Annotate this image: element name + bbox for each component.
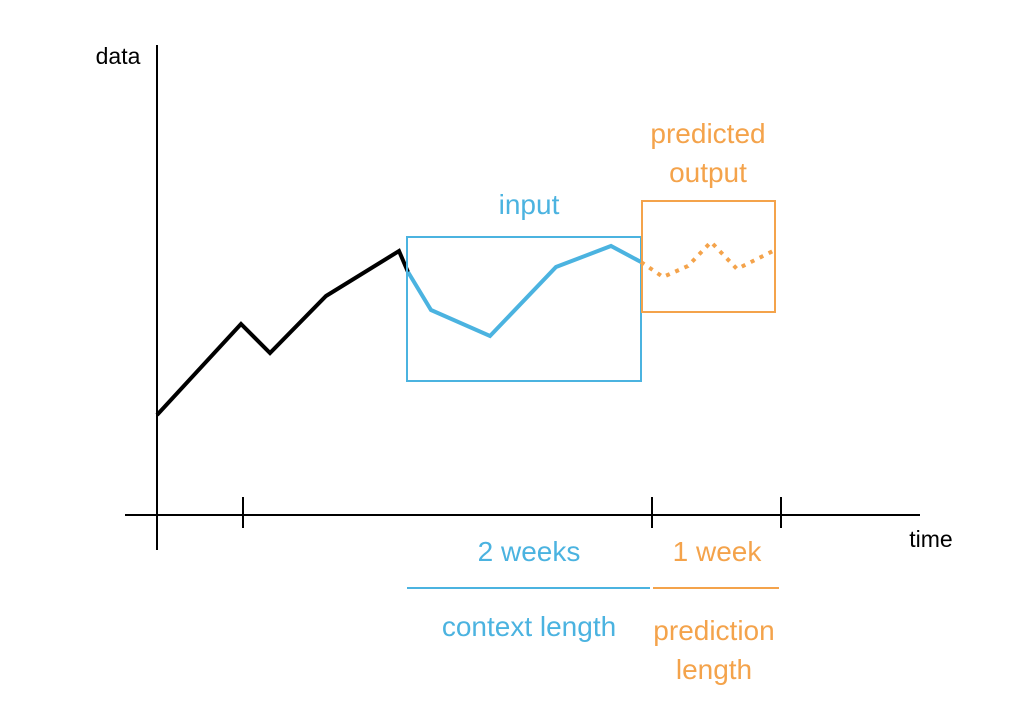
predicted-output-box [641,200,776,313]
prediction-duration-label: 1 week [673,536,763,567]
input-line [406,243,642,339]
predicted-label-line1: predicted [650,118,765,149]
predicted-line [639,239,774,280]
context-length-label: context length [442,611,616,642]
predicted-label-line2: output [669,157,747,188]
prediction-length-label-line1: prediction [653,615,774,646]
input-box-label: input [499,189,560,220]
history-line [155,248,410,417]
prediction-length-label-line2: length [676,654,752,685]
context-duration-label: 2 weeks [478,536,581,567]
x-axis-label: time [909,526,952,552]
input-box [406,236,642,382]
y-axis-label: data [96,43,141,69]
